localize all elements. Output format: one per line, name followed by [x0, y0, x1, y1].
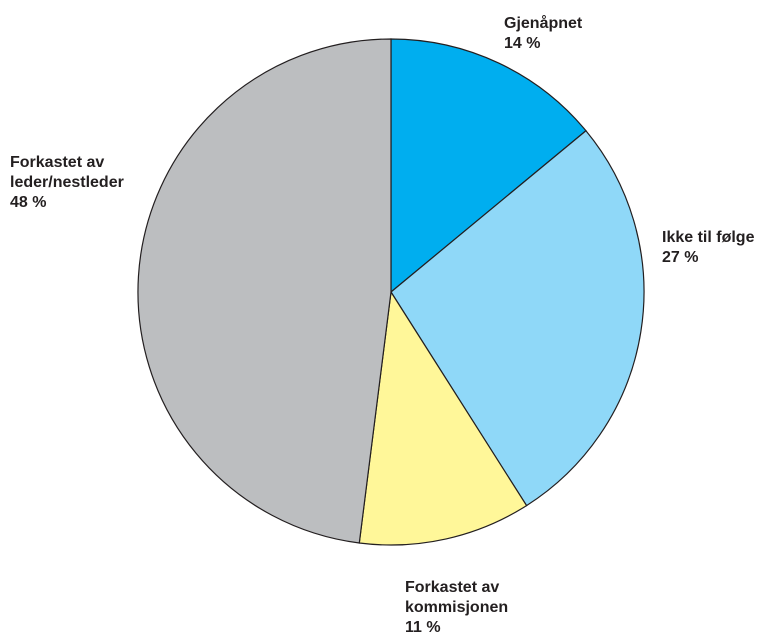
slice-label-ikke-til-folge: Ikke til følge 27 % — [662, 228, 754, 268]
pie-slice-1 — [390, 129, 645, 507]
slice-label-text-line1: Forkastet av — [405, 579, 500, 596]
pie-slice-3 — [137, 38, 392, 544]
slice-value-label: 11 % — [405, 619, 441, 636]
slice-label-text: Ikke til følge — [662, 229, 755, 246]
slice-value-label: 48 % — [10, 194, 47, 211]
slice-label-text: Gjenåpnet — [504, 15, 583, 32]
pie-slice-2 — [358, 290, 528, 546]
slice-label-text-line1: Forkastet av — [10, 154, 105, 171]
pie-slices — [137, 38, 645, 546]
slice-label-forkastet-av-kommisjonen: Forkastet av kommisjonen 11 % — [405, 578, 508, 638]
slice-label-text-line2: kommisjonen — [405, 599, 509, 616]
slice-label-text-line2: leder/nestleder — [10, 174, 124, 191]
slice-label-forkastet-av-leder-nestleder: Forkastet av leder/nestleder 48 % — [10, 153, 124, 213]
slice-label-gjenapnet: Gjenåpnet 14 % — [504, 14, 582, 54]
pie-slice-0 — [390, 38, 587, 294]
slice-value-label: 14 % — [504, 35, 541, 52]
slice-value-label: 27 % — [662, 249, 699, 266]
